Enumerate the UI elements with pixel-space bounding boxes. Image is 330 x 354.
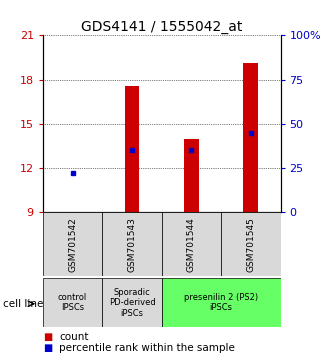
- Text: count: count: [59, 332, 89, 342]
- Bar: [65, 212, 80, 215]
- Bar: [43, 278, 102, 327]
- Bar: [162, 278, 280, 327]
- Bar: [162, 212, 221, 276]
- Text: presenilin 2 (PS2)
iPSCs: presenilin 2 (PS2) iPSCs: [184, 293, 258, 312]
- Bar: [244, 63, 258, 212]
- Text: ■: ■: [43, 332, 52, 342]
- Text: GSM701545: GSM701545: [246, 217, 255, 272]
- Text: GSM701542: GSM701542: [68, 217, 77, 272]
- Title: GDS4141 / 1555042_at: GDS4141 / 1555042_at: [81, 21, 243, 34]
- Text: GSM701544: GSM701544: [187, 217, 196, 272]
- Bar: [102, 212, 162, 276]
- Text: cell line: cell line: [3, 299, 44, 309]
- Bar: [184, 139, 199, 212]
- Text: GSM701543: GSM701543: [127, 217, 137, 272]
- Text: control
IPSCs: control IPSCs: [58, 293, 87, 312]
- Bar: [102, 278, 162, 327]
- Text: ■: ■: [43, 343, 52, 353]
- Text: percentile rank within the sample: percentile rank within the sample: [59, 343, 235, 353]
- Bar: [43, 212, 102, 276]
- Text: Sporadic
PD-derived
iPSCs: Sporadic PD-derived iPSCs: [109, 288, 155, 318]
- Bar: [221, 212, 280, 276]
- Bar: [124, 86, 139, 212]
